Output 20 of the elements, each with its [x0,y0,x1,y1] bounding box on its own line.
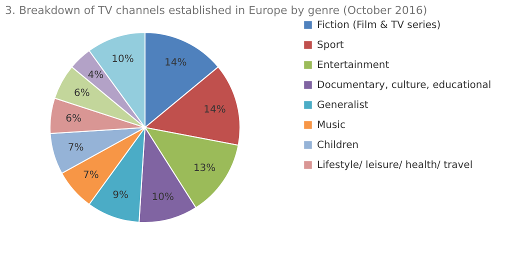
legend-label: Documentary, culture, educational [317,80,492,91]
data-label: 7% [83,170,99,182]
data-label: 6% [66,113,82,124]
data-label: 6% [74,88,90,99]
legend-label: Lifestyle/ leisure/ health/ travel [317,160,473,171]
data-label: 10% [112,54,134,66]
data-label: 10% [152,192,174,204]
legend-label: Sport [317,40,344,51]
data-label: 13% [193,162,216,174]
legend-label: Generalist [317,100,368,111]
data-label: 9% [112,190,129,202]
data-label: 14% [204,104,226,116]
legend-label: Music [317,120,346,131]
data-label: 4% [88,70,104,82]
legend-label: Children [317,140,359,151]
legend-label: Entertainment [317,60,390,71]
data-label: 14% [164,57,187,68]
data-label: 7% [68,142,84,154]
legend-label: Fiction (Film & TV series) [317,20,441,31]
chart-title: 3. Breakdown of TV channels established in Europe by genre (October 2016) [5,4,428,17]
